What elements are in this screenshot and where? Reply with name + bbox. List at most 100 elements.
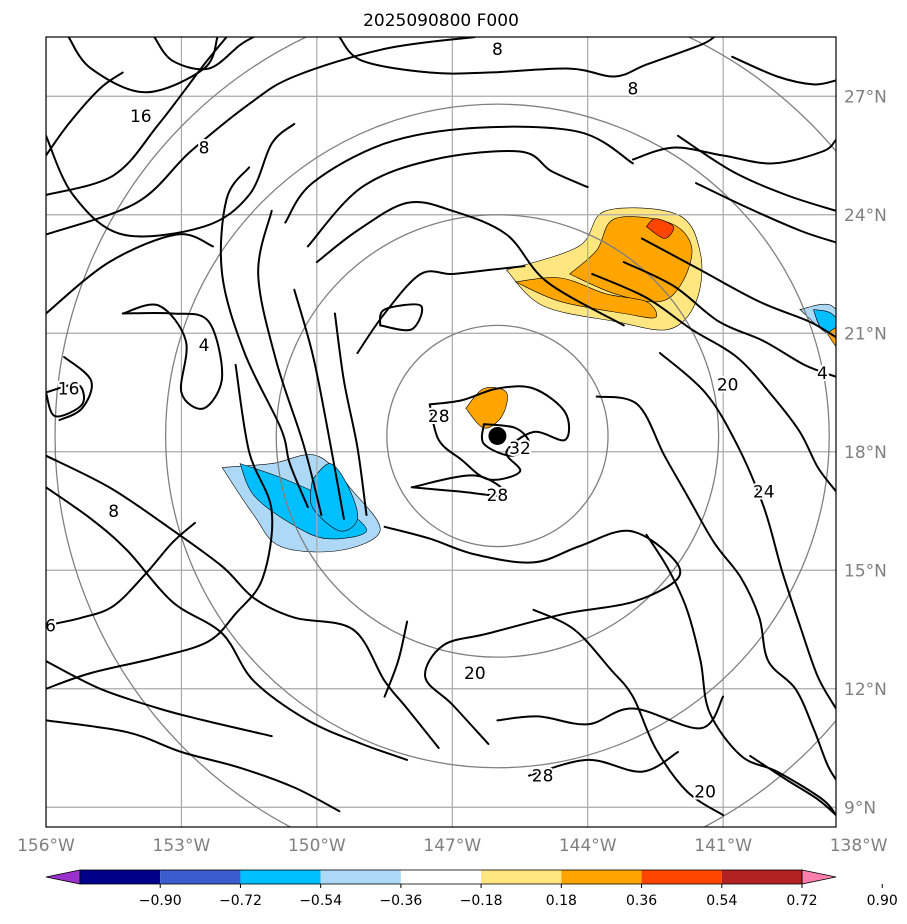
chart-title: 2025090800 F000: [363, 11, 519, 31]
lon-tick-label: 138°W: [830, 836, 888, 856]
contour-label: 4: [199, 336, 210, 356]
contour-line: [67, 37, 219, 94]
contour-line: [645, 533, 836, 817]
contour-label: 28: [532, 767, 554, 787]
contour-label: 8: [199, 139, 210, 159]
contour-line: [46, 383, 85, 418]
contour-lines: [46, 37, 836, 817]
lat-tick-label: 21°N: [844, 324, 887, 344]
lat-tick-label: 9°N: [844, 798, 876, 818]
colorbar-tick-label: 0.18: [546, 893, 577, 909]
colorbar-tick-label: 0.72: [786, 893, 817, 909]
shaded-region: [812, 309, 836, 335]
lat-tick-label: 18°N: [844, 443, 887, 463]
contour-label: 6: [45, 617, 56, 637]
colorbar-segment: [721, 870, 802, 884]
colorbar-segment: [160, 870, 241, 884]
lat-tick-label: 24°N: [844, 206, 887, 226]
shaded-region: [465, 387, 508, 429]
shaded-region: [514, 277, 658, 319]
colorbar-tick-label: −0.72: [219, 893, 262, 909]
contour-line: [315, 200, 625, 327]
contour-line: [46, 486, 409, 761]
contour-label: 8: [627, 79, 638, 99]
contour-line: [731, 55, 836, 86]
colorbar-tick-label: 0.36: [626, 893, 657, 909]
contour-line: [383, 620, 409, 698]
contour-line: [257, 209, 323, 516]
contour-label: 20: [717, 376, 739, 396]
contour-line: [46, 71, 124, 157]
lon-tick-label: 144°W: [559, 836, 617, 856]
contour-line: [46, 363, 274, 690]
contour-label: 16: [58, 380, 80, 400]
colorbar-tick-label: 0.54: [706, 893, 737, 909]
contour-line: [46, 454, 440, 749]
colorbar-tick-label: −0.54: [299, 893, 342, 909]
contour-line: [121, 303, 224, 410]
lon-tick-label: 147°W: [423, 836, 481, 856]
contour-line: [532, 608, 725, 817]
storm-center-dot: [488, 426, 507, 445]
contour-label: 20: [464, 664, 486, 684]
contour-line: [496, 695, 725, 730]
lon-tick-label: 150°W: [288, 836, 346, 856]
contour-line: [293, 288, 345, 520]
latitude-axis: 9°N 12°N 15°N 18°N 21°N 24°N 27°N: [844, 87, 887, 818]
lon-tick-label: 141°W: [694, 836, 752, 856]
colorbar-frame: [79, 869, 803, 885]
contour-line: [631, 138, 836, 165]
range-ring: [386, 324, 609, 548]
colorbar-tick-label: −0.36: [379, 893, 422, 909]
shaded-region: [645, 218, 675, 239]
range-rings: [54, 37, 836, 827]
lat-tick-label: 27°N: [844, 87, 887, 107]
colorbar-tick-label: 0.90: [867, 893, 898, 909]
colorbar-segment: [240, 870, 321, 884]
contour-line: [410, 474, 508, 497]
colorbar-tick-label: −0.90: [139, 893, 182, 909]
contour-label: 24: [753, 482, 775, 502]
contour-line: [480, 423, 531, 457]
contour-line: [591, 273, 836, 493]
contour-line: [658, 352, 836, 710]
contour-label: 20: [694, 782, 716, 802]
contour-line: [46, 660, 273, 738]
contour-label: 28: [428, 407, 450, 427]
contour-label: 8: [108, 502, 119, 522]
contour-label: 32: [509, 439, 531, 459]
plot-frame: [45, 36, 837, 828]
contour-line: [46, 233, 214, 315]
lon-tick-label: 156°W: [17, 836, 75, 856]
colorbar-segment: [320, 870, 401, 884]
colorbar-segment: [80, 870, 161, 884]
contour-line: [46, 719, 341, 813]
contour-line: [749, 754, 836, 817]
colorbar-segment: [561, 870, 642, 884]
longitude-axis: 156°W 153°W 150°W 147°W 144°W 141°W 138°W: [17, 836, 888, 856]
contour-line: [333, 312, 368, 516]
colorbar-extend-high: [801, 869, 837, 885]
contour-line: [338, 37, 716, 78]
contour-line: [383, 525, 682, 745]
lat-tick-label: 15°N: [844, 561, 887, 581]
colorbar-segment: [400, 870, 482, 884]
range-ring: [54, 37, 836, 827]
contour-label: 8: [492, 40, 503, 60]
storm-center-marker: [488, 426, 507, 445]
contour-line: [46, 122, 296, 238]
colorbar-tick-label: −0.18: [460, 893, 503, 909]
contour-line: [595, 395, 836, 781]
contour-line: [640, 237, 836, 339]
contour-line: [46, 37, 476, 236]
lon-tick-label: 153°W: [153, 836, 211, 856]
lat-tick-label: 12°N: [844, 680, 887, 700]
contour-line: [46, 521, 196, 627]
colorbar-segment: [481, 870, 562, 884]
colorbar-segment: [641, 870, 722, 884]
contour-line: [356, 265, 526, 354]
colorbar-extend-low: [45, 869, 81, 885]
contour-line: [219, 166, 309, 508]
